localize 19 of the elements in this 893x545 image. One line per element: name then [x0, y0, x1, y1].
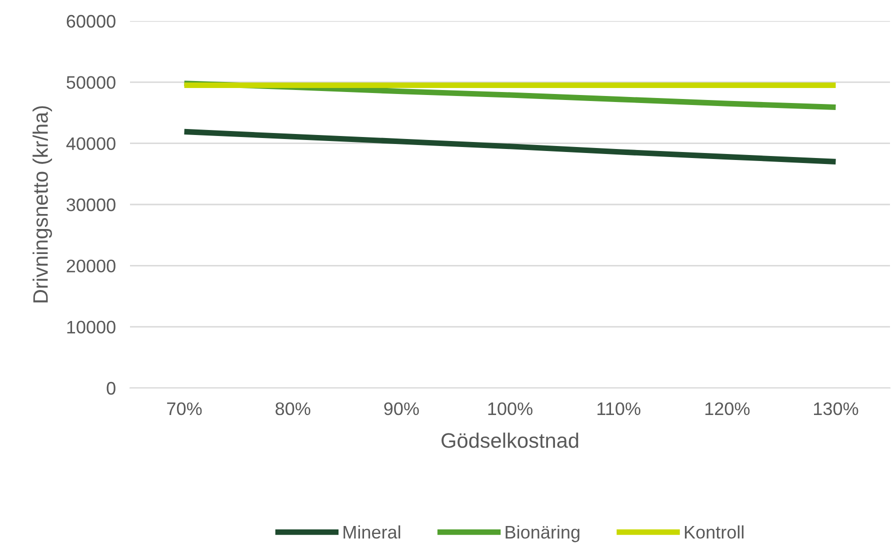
x-axis-title: Gödselkostnad: [442, 432, 578, 448]
legend-label: Bionäring: [506, 525, 580, 542]
y-tick-label: 60000: [66, 14, 116, 28]
x-tick-label: 110%: [598, 402, 640, 416]
y-tick-label: 20000: [66, 260, 116, 272]
y-axis-title: Drivningsnetto (kr/ha): [32, 106, 52, 302]
y-tick-label: 40000: [66, 137, 116, 150]
x-tick-label: 80%: [276, 402, 310, 416]
y-tick-label: 30000: [66, 198, 116, 212]
y-tick-label: 0: [106, 382, 116, 395]
legend-label: Mineral: [344, 525, 400, 539]
x-tick-label: 90%: [384, 402, 419, 416]
x-tick-label: 70%: [167, 402, 202, 416]
y-tick-label: 50000: [66, 76, 116, 89]
x-tick-label: 130%: [814, 402, 858, 416]
x-tick-label: 100%: [488, 402, 532, 416]
x-tick-label: 120%: [705, 402, 750, 416]
legend-label: Kontroll: [684, 525, 744, 539]
y-tick-label: 10000: [67, 320, 116, 334]
